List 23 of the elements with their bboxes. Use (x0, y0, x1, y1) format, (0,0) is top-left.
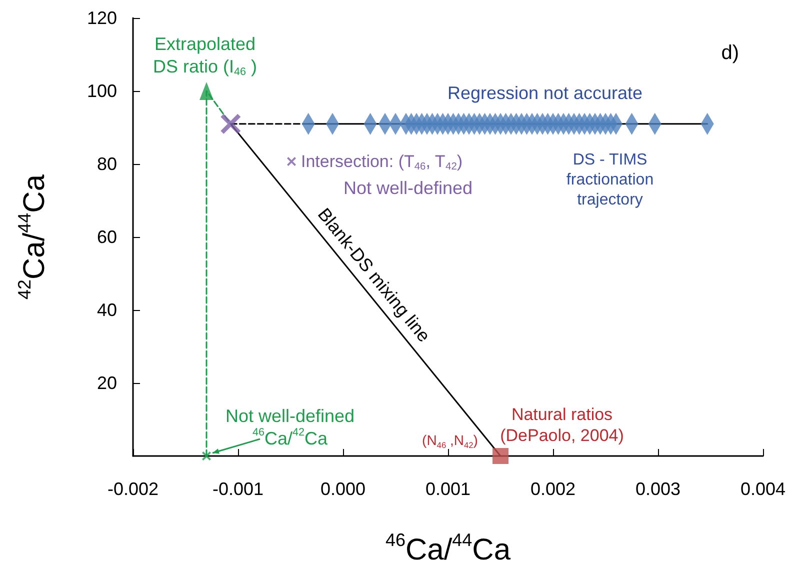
y-axis-title: 42Ca/44Ca (14, 174, 51, 300)
y-tick-label: 60 (96, 227, 117, 247)
x-tick-label: 0.003 (635, 479, 681, 499)
annotation: Not well-defined (343, 178, 473, 198)
annotation: DS - TIMS fractionation trajectory (566, 152, 654, 208)
y-tick-label: 100 (86, 81, 117, 101)
point (200, 82, 214, 100)
text: d) (721, 42, 740, 64)
point (492, 448, 508, 464)
x-tick-label: 0.004 (740, 479, 786, 499)
y-tick-label: 120 (86, 8, 117, 28)
point (202, 452, 211, 460)
x-tick-label: 0.000 (320, 479, 366, 499)
annotation: Natural ratios (DePaolo, 2004) (500, 404, 624, 446)
annotation: Regression not accurate (447, 83, 643, 103)
point (220, 114, 241, 134)
x-tick-label: 0.002 (530, 479, 576, 499)
y-tick-label: 80 (96, 154, 117, 174)
x-tick-label: 0.001 (425, 479, 471, 499)
x-tick-label: -0.002 (107, 479, 159, 499)
x-tick-label: -0.001 (212, 479, 264, 499)
y-tick-label: 20 (96, 373, 117, 393)
y-tick-label: 40 (96, 300, 117, 320)
